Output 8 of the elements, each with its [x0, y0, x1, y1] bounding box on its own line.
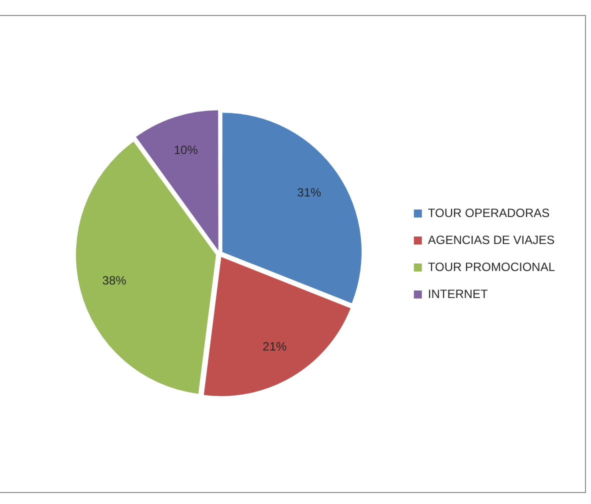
legend-label: INTERNET	[428, 286, 489, 301]
data-label: 21%	[262, 340, 288, 354]
data-label: 10%	[174, 143, 198, 158]
data-label: 31%	[297, 185, 322, 200]
legend-label: AGENCIAS DE VIAJES	[428, 232, 555, 247]
legend-label: TOUR OPERADORAS	[428, 206, 550, 220]
data-label: 38%	[102, 273, 127, 288]
legend-label: TOUR PROMOCIONAL	[428, 260, 556, 274]
